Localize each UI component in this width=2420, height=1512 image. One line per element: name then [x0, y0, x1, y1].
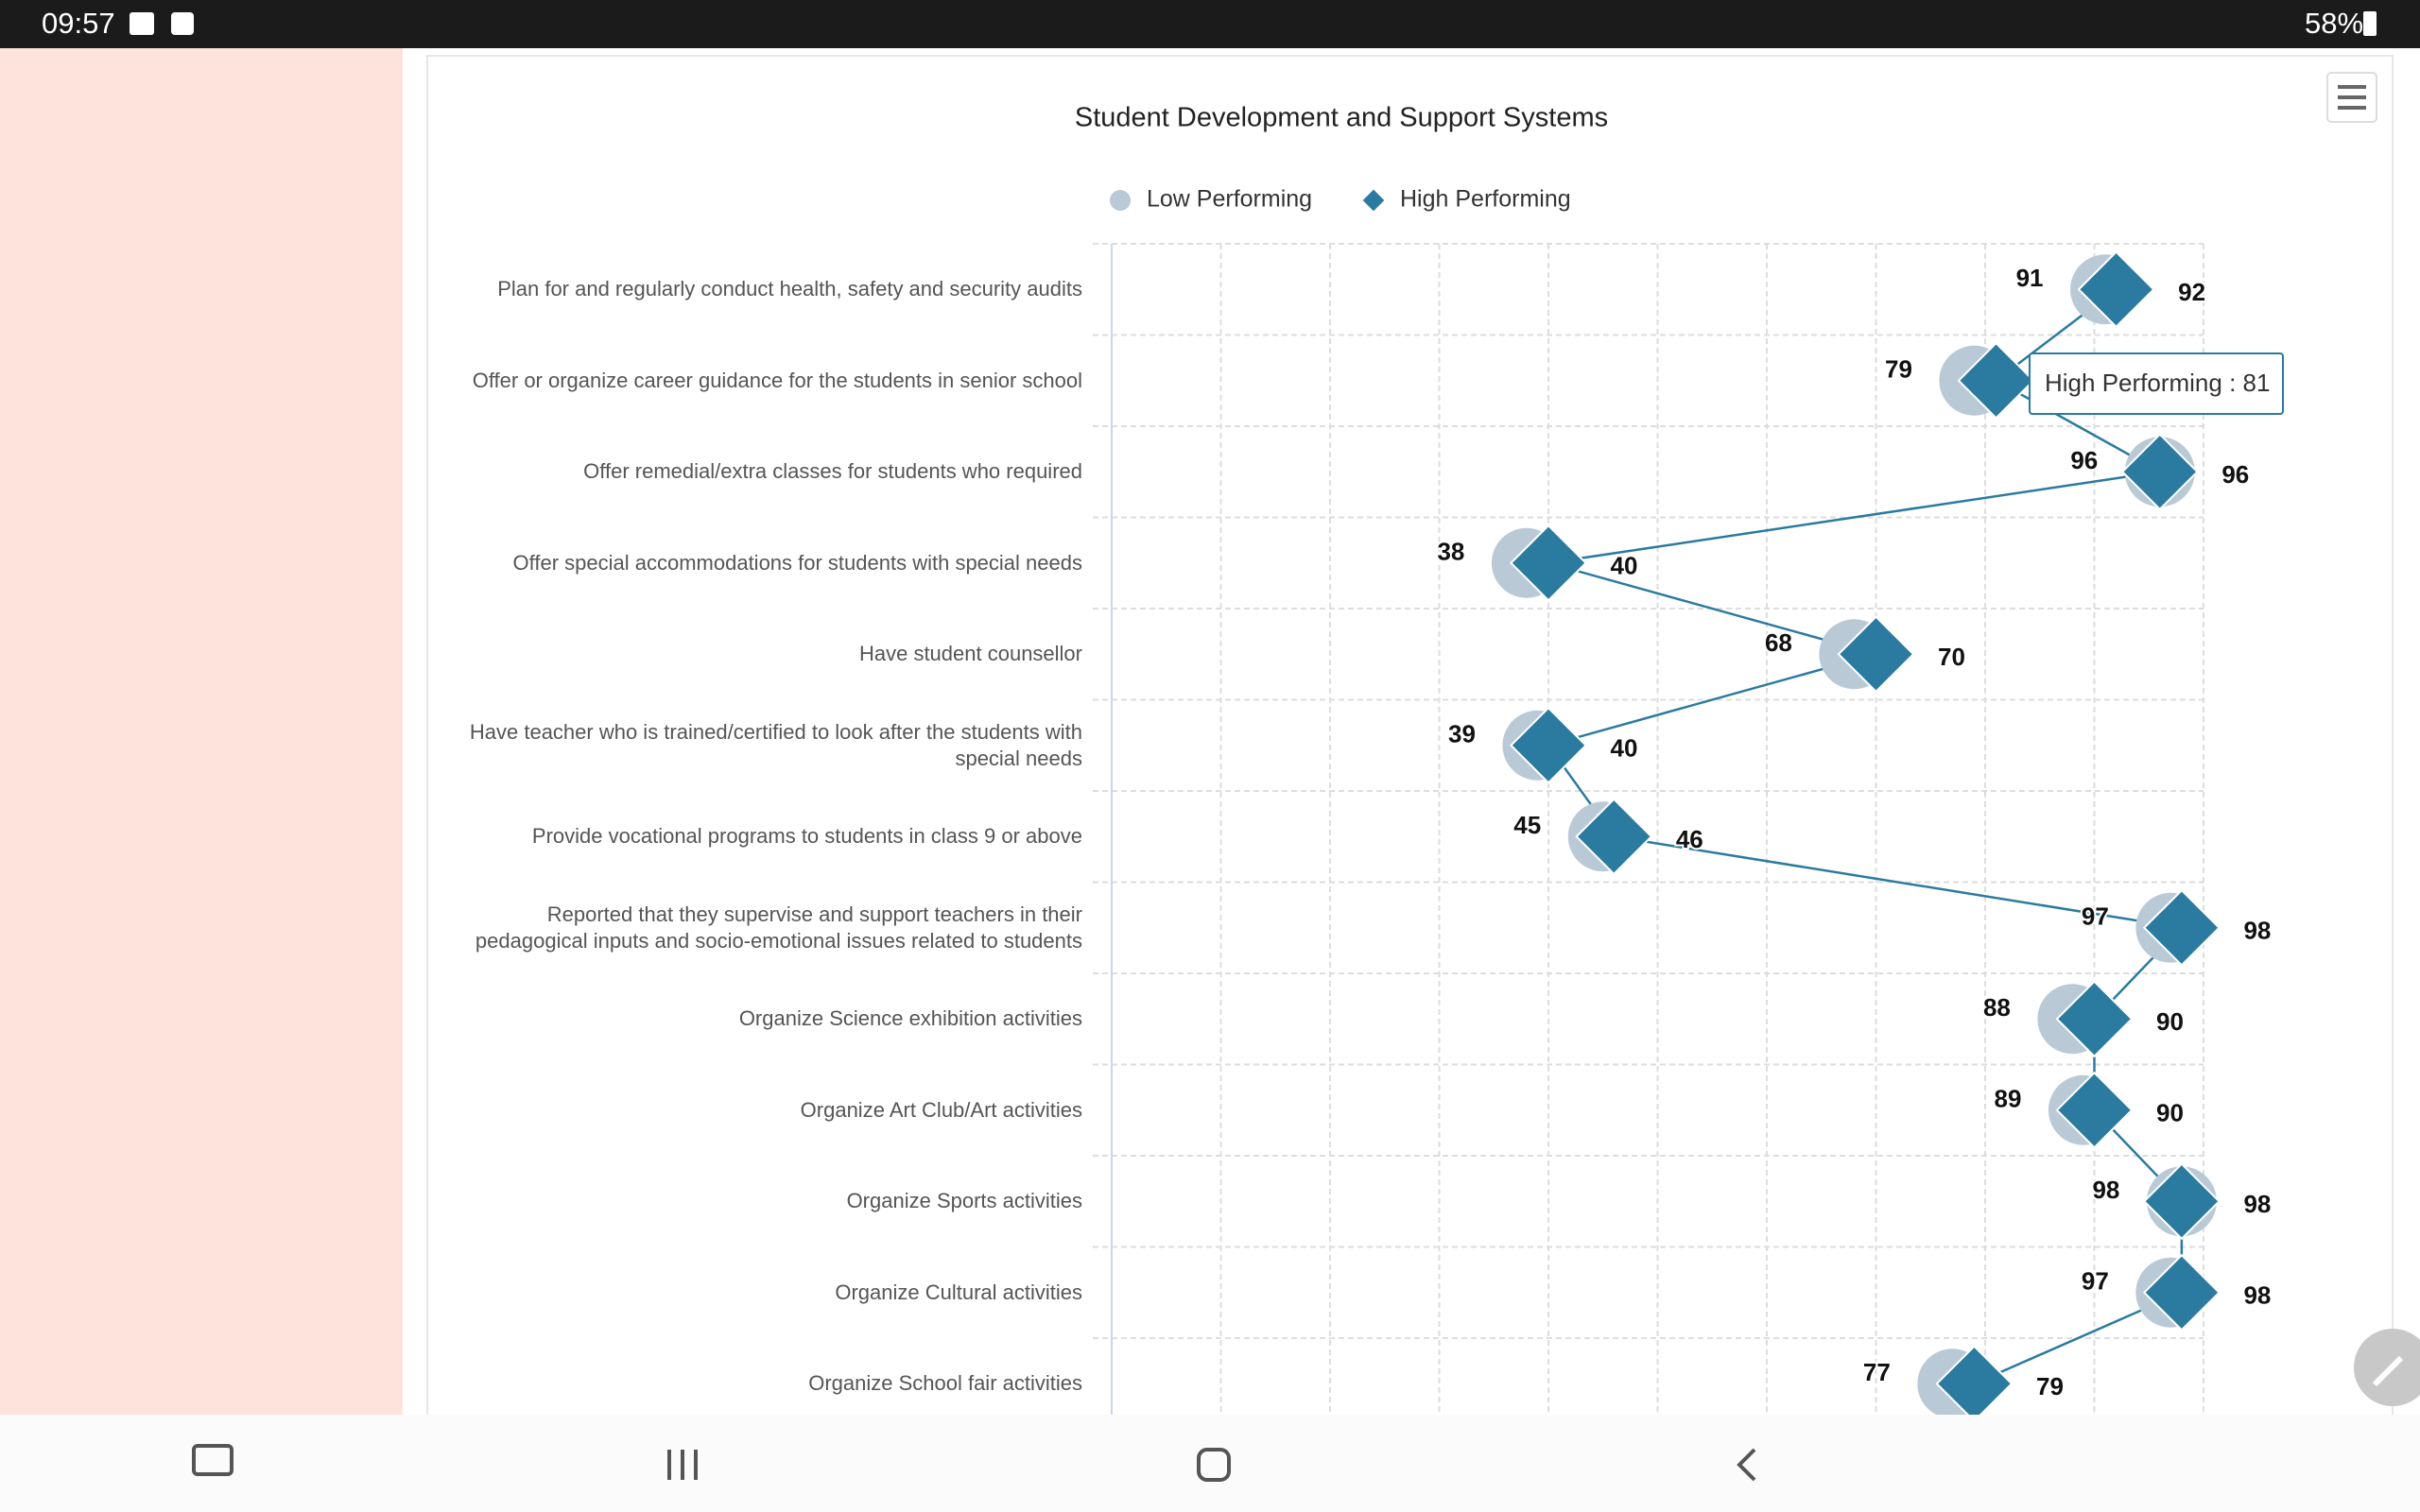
tooltip: High Performing : 81 — [2029, 352, 2284, 415]
data-label: 39 — [1448, 720, 1476, 748]
data-label: 98 — [2092, 1176, 2119, 1204]
category-label: Organize Art Club/Art activities — [800, 1097, 1082, 1122]
menu-bar[interactable] — [2338, 95, 2366, 99]
tooltip-text: High Performing : 81 — [2045, 369, 2270, 397]
high-marker — [2120, 433, 2199, 511]
high-marker — [1509, 524, 1588, 602]
high-marker — [1957, 341, 2035, 420]
data-label: 92 — [2178, 278, 2205, 306]
nav-back[interactable] — [1737, 1448, 1756, 1482]
category-label: Plan for and regularly conduct health, s… — [497, 277, 1082, 301]
data-label: 45 — [1513, 811, 1541, 839]
high-marker — [2142, 888, 2221, 967]
high-marker — [2142, 1253, 2221, 1332]
nav-bar — [0, 1415, 2420, 1512]
data-label: 98 — [2243, 1281, 2271, 1310]
menu-button[interactable] — [2326, 72, 2377, 123]
chart-title: Student Development and Support Systems — [1075, 103, 1608, 133]
edit-pencil[interactable] — [2372, 1355, 2404, 1387]
status-battery: 58% — [2305, 7, 2363, 40]
category-label: Organize Cultural activities — [835, 1280, 1082, 1304]
category-label: Organize School fair activities — [808, 1371, 1082, 1396]
category-label: Organize Sports activities — [846, 1189, 1082, 1213]
high-marker — [1837, 615, 1915, 694]
gallery-icon — [130, 12, 154, 35]
data-label: 98 — [2243, 1190, 2271, 1218]
data-label: 97 — [2082, 902, 2109, 931]
side-panel — [0, 48, 403, 1415]
data-label: 96 — [2221, 460, 2249, 489]
category-label: Reported that they supervise and support… — [475, 902, 1082, 953]
data-label: 40 — [1611, 552, 1638, 580]
data-label: 79 — [2036, 1372, 2064, 1400]
category-label: Organize Science exhibition activities — [738, 1006, 1082, 1031]
menu-bar[interactable] — [2338, 85, 2366, 89]
high-marker — [2055, 980, 2134, 1058]
plot: Low Performing High Performing 91 79 96 38 68 3… — [1093, 186, 2284, 1431]
data-label: 40 — [1611, 734, 1638, 763]
legend-item[interactable]: Low Performing — [1110, 186, 1312, 213]
nav-home[interactable] — [1197, 1448, 1231, 1482]
data-label: 38 — [1437, 538, 1464, 566]
status-bar — [0, 0, 2420, 48]
high-marker — [1509, 706, 1588, 784]
menu-bar[interactable] — [2338, 106, 2366, 110]
high-marker — [1575, 798, 1653, 876]
battery-icon — [2363, 11, 2377, 36]
data-label: 68 — [1765, 628, 1792, 657]
category-label: Have teacher who is trained/certified to… — [469, 719, 1082, 770]
high-marker — [2142, 1162, 2221, 1241]
data-label: 90 — [2156, 1007, 2184, 1036]
high-marker — [1935, 1345, 2014, 1423]
data-label: 90 — [2156, 1099, 2184, 1127]
category-label: Have student counsellor — [858, 642, 1082, 666]
category-label: Offer or organize career guidance for th… — [472, 368, 1082, 392]
data-label: 79 — [1885, 355, 1912, 384]
category-label: Offer special accommodations for student… — [512, 550, 1082, 575]
high-marker — [2055, 1071, 2134, 1149]
high-marker — [2077, 250, 2155, 329]
data-label: 77 — [1863, 1358, 1891, 1386]
category-label: Provide vocational programs to students … — [531, 824, 1082, 849]
status-time: 09:57 — [42, 7, 115, 40]
tooltip-box — [2029, 352, 2284, 415]
data-label: 91 — [2016, 264, 2044, 292]
data-label: 88 — [1983, 993, 2011, 1022]
legend-label[interactable]: Low Performing — [1147, 186, 1312, 213]
legend-symbol[interactable] — [1110, 190, 1131, 211]
data-label: 98 — [2243, 917, 2271, 945]
screenshot-icon — [171, 12, 194, 35]
chart-card — [426, 55, 2394, 1436]
category-label: Offer remedial/extra classes for student… — [583, 459, 1082, 484]
data-label: 89 — [1994, 1085, 2021, 1113]
data-label: 46 — [1676, 825, 1703, 853]
data-label: 97 — [2082, 1267, 2109, 1296]
data-label: 70 — [1938, 643, 1965, 671]
nav-recent[interactable] — [667, 1450, 698, 1480]
nav-screen-icon[interactable] — [192, 1444, 233, 1476]
legend-label[interactable]: High Performing — [1400, 186, 1571, 213]
edit-fab[interactable] — [2354, 1329, 2420, 1406]
data-label: 96 — [2070, 446, 2098, 474]
